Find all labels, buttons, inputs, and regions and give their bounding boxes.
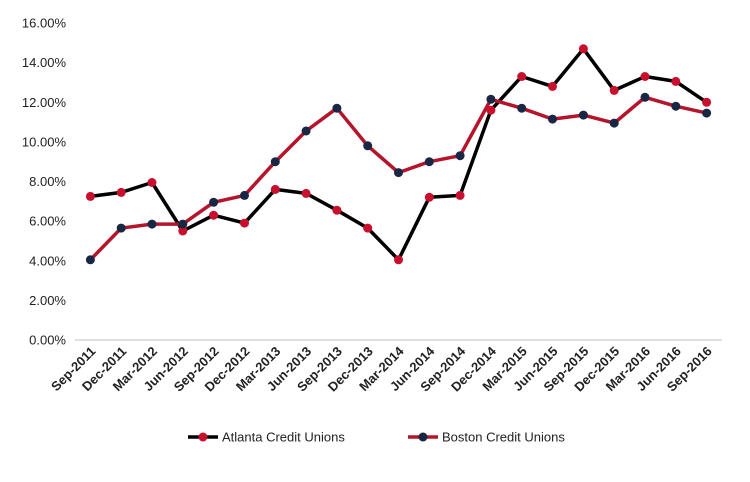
y-tick-label: 12.00% <box>22 95 67 110</box>
data-point-boston <box>240 190 249 200</box>
data-point-atlanta <box>209 210 219 220</box>
data-point-boston <box>363 141 373 151</box>
data-point-boston <box>116 223 126 233</box>
legend-label: Boston Credit Unions <box>442 430 565 445</box>
data-point-boston <box>178 219 188 229</box>
data-point-atlanta <box>455 190 465 200</box>
y-tick-label: 2.00% <box>29 293 66 308</box>
data-point-atlanta <box>517 72 527 81</box>
data-point-boston <box>147 219 157 229</box>
x-axis: Sep-2011Dec-2011Mar-2012Jun-2012Sep-2012… <box>48 339 722 395</box>
data-point-boston <box>609 118 619 128</box>
y-tick-label: 6.00% <box>29 214 66 229</box>
y-tick-label: 10.00% <box>22 134 67 149</box>
data-point-atlanta <box>270 184 280 194</box>
data-point-boston <box>209 197 219 207</box>
data-point-atlanta <box>394 255 403 265</box>
data-point-atlanta <box>424 192 434 202</box>
legend-swatch-marker <box>418 432 428 442</box>
legend-swatch-marker <box>198 432 208 442</box>
data-point-atlanta <box>363 223 373 233</box>
data-point-atlanta <box>548 81 557 91</box>
data-point-boston <box>517 103 527 113</box>
data-point-atlanta <box>301 188 311 198</box>
data-point-boston <box>332 103 342 113</box>
data-point-boston <box>548 114 557 124</box>
data-point-atlanta <box>671 76 681 86</box>
data-point-boston <box>455 151 465 161</box>
data-point-boston <box>702 108 712 118</box>
data-point-boston <box>578 110 588 120</box>
y-tick-label: 4.00% <box>29 253 66 268</box>
data-point-atlanta <box>609 85 619 95</box>
data-point-boston <box>424 157 434 167</box>
y-tick-label: 16.00% <box>22 16 67 31</box>
data-point-atlanta <box>116 187 126 197</box>
data-point-atlanta <box>578 44 588 54</box>
y-tick-label: 14.00% <box>22 55 67 70</box>
y-tick-label: 8.00% <box>29 174 66 189</box>
y-axis: 0.00% 2.00% 4.00% 6.00% 8.00% 10.00% 12.00% 14.… <box>22 16 67 348</box>
y-tick-label: 0.00% <box>29 333 66 348</box>
legend-label: Atlanta Credit Unions <box>222 430 345 445</box>
legend: Atlanta Credit Unions Boston Credit Union… <box>188 430 565 445</box>
data-point-atlanta <box>147 178 157 187</box>
data-point-boston <box>270 157 280 167</box>
data-point-atlanta <box>332 205 342 215</box>
data-point-atlanta <box>178 226 188 236</box>
data-point-boston <box>301 126 311 136</box>
data-point-atlanta <box>85 191 95 201</box>
data-point-boston <box>394 168 403 178</box>
data-point-boston <box>671 101 681 111</box>
series-layer <box>85 44 712 265</box>
data-point-atlanta <box>240 218 249 228</box>
data-point-boston <box>486 94 496 104</box>
data-point-atlanta <box>486 105 496 115</box>
data-point-atlanta <box>640 72 650 81</box>
data-point-boston <box>85 255 95 265</box>
data-point-boston <box>640 92 650 102</box>
data-point-atlanta <box>702 97 712 107</box>
